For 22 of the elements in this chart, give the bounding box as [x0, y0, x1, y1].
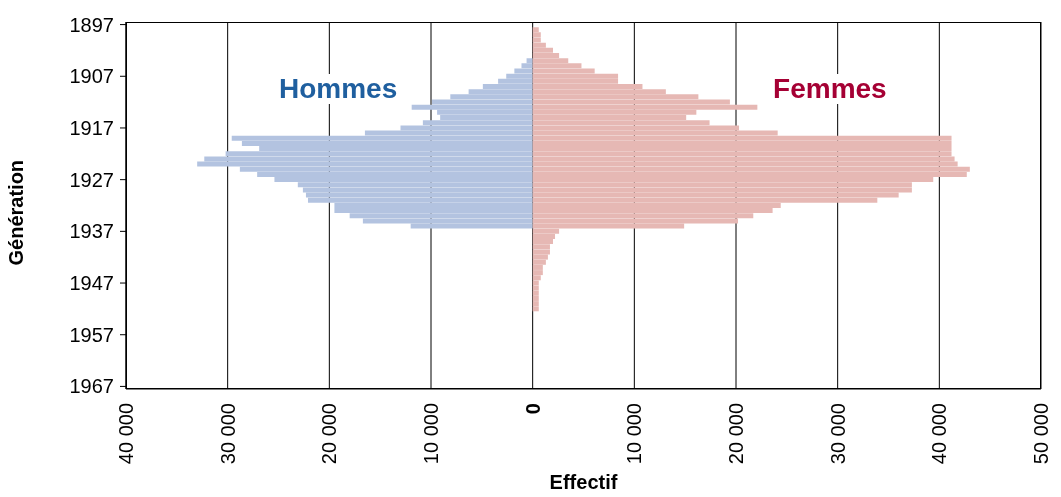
x-tick-label: 40 000 [928, 403, 951, 465]
x-tick-label: 20 000 [318, 403, 341, 465]
y-tick-label: 1917 [69, 116, 114, 139]
x-tick-label: 20 000 [725, 403, 747, 465]
series-label: Hommes [276, 73, 400, 104]
x-tick-label: 50 000 [1030, 403, 1052, 465]
y-tick-label: 1927 [69, 168, 114, 191]
x-tick-label: 30 000 [216, 403, 239, 465]
x-tick-label: 10 000 [420, 403, 442, 465]
x-tick-label: 10 000 [623, 403, 646, 465]
x-tick-label: 30 000 [826, 403, 849, 465]
y-tick-label: 1957 [69, 323, 114, 346]
x-tick-label: 40 000 [115, 403, 137, 465]
x-axis-title: Effectif [549, 471, 618, 493]
y-tick-label: 1947 [69, 272, 114, 295]
x-tick-label: 0 [521, 403, 544, 415]
y-axis-title: Génération [5, 159, 28, 266]
y-tick-label: 1907 [69, 65, 114, 88]
y-tick-label: 1967 [69, 375, 114, 398]
y-tick-label: 1897 [69, 13, 114, 36]
series-label: Femmes [771, 73, 889, 104]
y-tick-label: 1937 [69, 220, 114, 243]
